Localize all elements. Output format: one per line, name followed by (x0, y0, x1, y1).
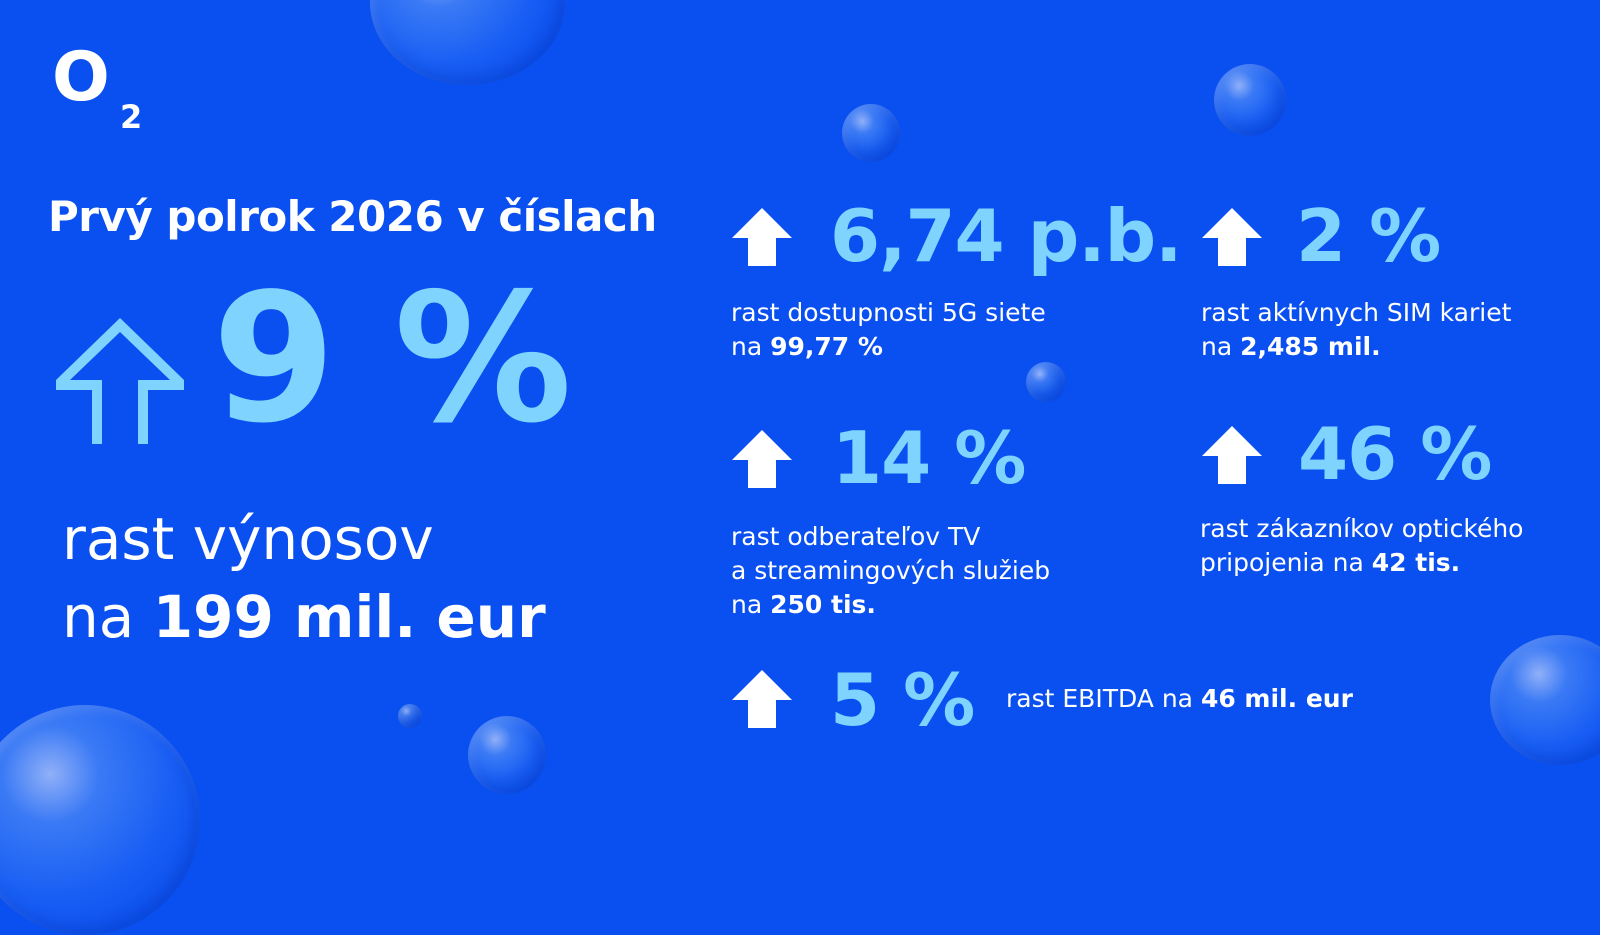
arrow-up-icon (732, 430, 792, 488)
stat-desc-prefix: pripojenia na (1200, 548, 1372, 577)
logo-sub: 2 (120, 98, 142, 136)
o2-logo: O 2 (52, 38, 142, 136)
stat-desc-line2: pripojenia na 42 tis. (1200, 546, 1523, 580)
bubble-decoration (1026, 362, 1066, 402)
bubble-decoration (398, 704, 422, 728)
bubble-decoration (468, 716, 546, 794)
stat-desc-line1: rast aktívnych SIM kariet (1201, 298, 1512, 327)
headline-description: rast výnosov na 199 mil. eur (62, 500, 546, 656)
stat-desc-bold: 42 tis. (1371, 548, 1461, 577)
arrow-up-outline-icon (56, 318, 184, 444)
stat-desc-line2: a streamingových služieb (731, 556, 1051, 585)
stat-desc-prefix: rast EBITDA na (1006, 684, 1201, 713)
stat-value-5g: 6,74 p.b. (830, 194, 1182, 278)
stat-desc-line1: rast odberateľov TV (731, 522, 981, 551)
arrow-up-icon (732, 670, 792, 728)
stat-value-sim: 2 % (1296, 194, 1441, 278)
stat-desc-prefix: na (731, 590, 771, 619)
stat-desc-sim: rast aktívnych SIM kariet na 2,485 mil. (1201, 296, 1511, 364)
stat-desc-line2: na 99,77 % (731, 330, 1046, 364)
bubble-decoration (370, 0, 565, 85)
headline-desc-bold: 199 mil. eur (152, 583, 546, 651)
headline-desc-prefix: na (62, 583, 153, 651)
stat-desc-bold: 99,77 % (770, 332, 883, 361)
arrow-up-icon (1202, 426, 1262, 484)
stat-desc-line1: rast EBITDA na 46 mil. eur (1006, 682, 1353, 716)
stat-value-optic: 46 % (1298, 412, 1492, 496)
logo-main: O (52, 38, 110, 117)
stat-desc-line3: na 250 tis. (731, 588, 1050, 622)
headline-desc-line2: na 199 mil. eur (62, 578, 546, 656)
stat-desc-line2: na 2,485 mil. (1201, 330, 1511, 364)
page-title: Prvý polrok 2026 v číslach (48, 192, 657, 241)
bubble-decoration (1490, 635, 1600, 765)
arrow-up-icon (1202, 208, 1262, 266)
stat-desc-prefix: na (1201, 332, 1241, 361)
stat-desc-optic: rast zákazníkov optického pripojenia na … (1200, 512, 1523, 580)
headline-desc-line1: rast výnosov (62, 505, 434, 573)
bubble-decoration (842, 104, 900, 162)
stat-desc-bold: 2,485 mil. (1240, 332, 1381, 361)
arrow-up-icon (732, 208, 792, 266)
stat-desc-prefix: na (731, 332, 771, 361)
stat-value-ebitda: 5 % (830, 658, 975, 742)
bubble-decoration (0, 705, 200, 935)
bubble-decoration (1214, 64, 1286, 136)
stat-desc-tv: rast odberateľov TV a streamingových slu… (731, 520, 1050, 622)
stat-desc-line1: rast dostupnosti 5G siete (731, 298, 1046, 327)
stat-desc-line1: rast zákazníkov optického (1200, 514, 1524, 543)
stat-desc-bold: 250 tis. (770, 590, 876, 619)
stat-desc-bold: 46 mil. eur (1200, 684, 1353, 713)
stat-value-tv: 14 % (832, 416, 1026, 500)
stat-desc-5g: rast dostupnosti 5G siete na 99,77 % (731, 296, 1046, 364)
stat-desc-ebitda: rast EBITDA na 46 mil. eur (1006, 682, 1353, 716)
headline-value: 9 % (212, 255, 572, 462)
